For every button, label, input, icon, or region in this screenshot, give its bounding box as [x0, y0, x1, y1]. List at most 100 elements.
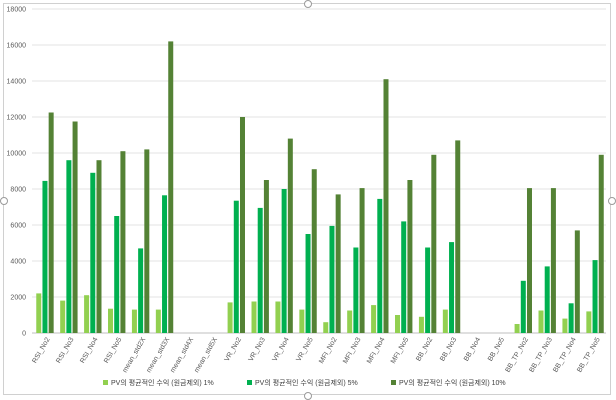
bar-VR_No4-series-1 — [275, 301, 281, 333]
x-axis: RSI_No2 RSI_No3 RSI_No4 RSI_No5mean_std2Xme… — [31, 336, 601, 374]
bar-MFI_No3-series-1 — [347, 310, 353, 333]
bar-BB_TP_No2-series-1 — [514, 324, 520, 333]
resize-handle-top[interactable] — [304, 0, 312, 8]
bars — [36, 41, 604, 334]
bar-VR_No3-series-1 — [251, 301, 257, 333]
bar-MFI_No2-series-1 — [323, 322, 329, 333]
x-tick-label: RSI_No4 — [79, 336, 99, 364]
bar-VR_No4-series-2 — [281, 189, 287, 333]
bar-BB_TP_No4-series-2 — [568, 303, 574, 333]
bar-VR_No2-series-1 — [227, 302, 233, 333]
x-tick-label: BB_No4 — [463, 336, 482, 362]
bar-VR_No2-series-3 — [239, 117, 245, 333]
y-tick-label: 10000 — [7, 151, 27, 158]
x-tick-label: mean_std3X — [146, 336, 172, 374]
bar-RSI_No2-series-1 — [36, 293, 42, 333]
bar-RSI_No3-series-1 — [60, 300, 66, 333]
legend-label-1: PV의 평균적인 수익 (원금제외) 1% — [111, 378, 214, 387]
bar-BB_No2-series-1 — [418, 316, 424, 333]
bar-MFI_No5-series-2 — [401, 221, 407, 333]
bar-VR_No4-series-3 — [287, 138, 293, 333]
resize-handle-left[interactable] — [0, 197, 8, 205]
bar-BB_TP_No2-series-2 — [520, 280, 526, 333]
legend-swatch-3 — [391, 380, 396, 385]
x-tick-label: BB_No3 — [439, 336, 458, 362]
bar-VR_No2-series-2 — [233, 200, 239, 333]
bar-BB_No3-series-3 — [455, 140, 461, 333]
y-tick-label: 0 — [22, 331, 26, 338]
x-tick-label: MFI_No5 — [390, 336, 411, 365]
x-tick-label: RSI_No3 — [55, 336, 75, 364]
bar-MFI_No4-series-1 — [371, 305, 377, 333]
x-tick-label: RSI_No5 — [103, 336, 123, 364]
gridlines — [32, 8, 606, 334]
x-tick-label: MFI_No4 — [366, 336, 387, 365]
bar-mean_std2X-series-3 — [144, 149, 150, 333]
bar-BB_TP_No4-series-3 — [574, 230, 580, 333]
bar-BB_No2-series-3 — [431, 154, 437, 333]
legend-label-3: PV의 평균적인 수익 (원금제외) 10% — [399, 378, 506, 387]
bar-BB_TP_No5-series-1 — [586, 311, 592, 333]
bar-BB_TP_No4-series-1 — [562, 318, 568, 333]
y-tick-label: 6000 — [10, 223, 26, 230]
bar-BB_TP_No3-series-2 — [544, 266, 550, 333]
x-tick-label: BB_No5 — [487, 336, 506, 362]
y-axis: 0 2000 4000 6000 8000 10000 12000 14000 16000 180… — [7, 7, 27, 338]
x-tick-label: mean_std4X — [169, 336, 195, 374]
bar-BB_TP_No3-series-1 — [538, 310, 544, 333]
bar-RSI_No4-series-2 — [90, 172, 96, 333]
x-tick-label: BB_TP_No5 — [576, 336, 602, 373]
legend-swatch-1 — [103, 380, 108, 385]
bar-VR_No3-series-3 — [263, 180, 269, 333]
x-tick-label: BB_TP_No2 — [505, 336, 531, 373]
bar-MFI_No4-series-3 — [383, 79, 389, 333]
bar-mean_std3X-series-2 — [162, 195, 168, 333]
y-tick-label: 2000 — [10, 295, 26, 302]
bar-MFI_No4-series-2 — [377, 198, 383, 333]
x-tick-label: RSI_No2 — [31, 336, 51, 364]
bar-MFI_No2-series-3 — [335, 194, 341, 333]
y-tick-label: 4000 — [10, 259, 26, 266]
x-tick-label: VR_No3 — [248, 336, 267, 363]
bar-BB_No2-series-2 — [425, 247, 431, 333]
bar-VR_No3-series-2 — [257, 207, 263, 333]
bar-MFI_No5-series-3 — [407, 180, 413, 333]
bar-BB_TP_No3-series-3 — [550, 188, 556, 333]
x-tick-label: VR_No2 — [224, 336, 243, 363]
bar-RSI_No2-series-2 — [42, 180, 48, 333]
x-tick-label: BB_TP_No4 — [552, 336, 578, 373]
bar-RSI_No5-series-3 — [120, 151, 126, 333]
bar-BB_No3-series-2 — [449, 242, 455, 333]
y-tick-label: 18000 — [7, 7, 27, 14]
bar-MFI_No3-series-2 — [353, 247, 359, 333]
bar-MFI_No2-series-2 — [329, 225, 335, 333]
bar-BB_No3-series-1 — [442, 309, 448, 333]
bar-BB_TP_No5-series-3 — [598, 154, 604, 333]
x-tick-label: BB_No2 — [415, 336, 434, 362]
y-tick-label: 16000 — [7, 43, 27, 50]
y-tick-label: 8000 — [10, 187, 26, 194]
bar-RSI_No2-series-3 — [48, 112, 54, 333]
bar-RSI_No4-series-3 — [96, 160, 102, 333]
x-tick-label: MFI_No2 — [318, 336, 339, 365]
x-tick-label: VR_No4 — [272, 336, 291, 363]
bar-mean_std3X-series-1 — [155, 309, 161, 333]
bar-BB_TP_No5-series-2 — [592, 260, 598, 333]
bar-VR_No5-series-3 — [311, 169, 317, 333]
y-tick-label: 14000 — [7, 79, 27, 86]
bar-VR_No5-series-2 — [305, 234, 311, 333]
x-tick-label: MFI_No3 — [342, 336, 363, 365]
bar-mean_std2X-series-2 — [138, 248, 144, 333]
legend: PV의 평균적인 수익 (원금제외) 1% PV의 평균적인 수익 (원금제외) … — [103, 378, 506, 387]
bar-BB_TP_No2-series-3 — [526, 188, 532, 333]
x-tick-label: mean_std2X — [122, 336, 148, 374]
x-tick-label: mean_std5X — [193, 336, 219, 374]
bar-mean_std3X-series-3 — [168, 41, 174, 334]
bar-MFI_No3-series-3 — [359, 188, 365, 333]
x-tick-label: BB_TP_No3 — [528, 336, 554, 373]
bar-RSI_No4-series-1 — [84, 295, 90, 333]
bar-RSI_No5-series-1 — [108, 308, 114, 333]
legend-swatch-2 — [247, 380, 252, 385]
legend-label-2: PV의 평균적인 수익 (원금제외) 5% — [255, 378, 358, 387]
